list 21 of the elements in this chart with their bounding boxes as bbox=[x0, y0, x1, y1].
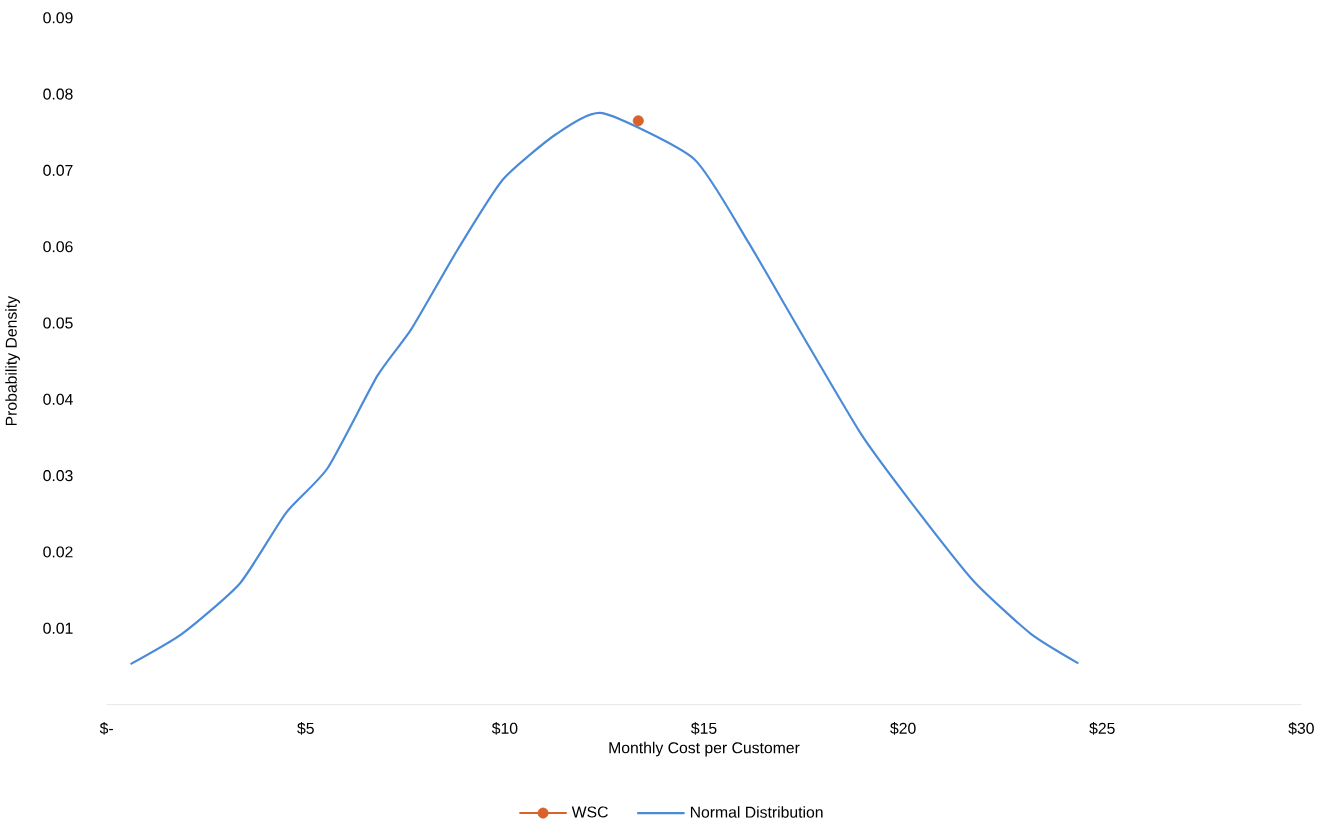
x-tick-label: $30 bbox=[1288, 722, 1314, 735]
x-tick-label: $- bbox=[99, 722, 113, 735]
y-tick-label: 0.01 bbox=[43, 622, 73, 634]
y-tick-label: 0.08 bbox=[43, 88, 73, 100]
y-tick-label: 0.03 bbox=[43, 470, 73, 482]
legend-label: Normal Distribution bbox=[690, 806, 823, 818]
legend-label: WSC bbox=[571, 806, 608, 818]
y-tick-label: 0.04 bbox=[43, 393, 73, 405]
x-tick-label: $5 bbox=[297, 722, 314, 735]
x-tick-label: $25 bbox=[1089, 722, 1115, 735]
x-tick-label: $15 bbox=[691, 722, 717, 735]
x-tick-label: $10 bbox=[491, 722, 518, 735]
y-tick-label: 0.06 bbox=[43, 241, 73, 253]
x-axis-title: Monthly Cost per Customer bbox=[609, 741, 800, 757]
line-series bbox=[129, 112, 1080, 666]
y-tick-label: 0.05 bbox=[43, 317, 73, 329]
y-tick-label: 0.09 bbox=[43, 12, 73, 24]
y-axis-title: Probability Density bbox=[5, 296, 20, 426]
y-tick-label: 0.07 bbox=[43, 164, 73, 177]
y-tick-label: 0.02 bbox=[43, 546, 73, 558]
x-tick-label: $20 bbox=[890, 722, 916, 735]
